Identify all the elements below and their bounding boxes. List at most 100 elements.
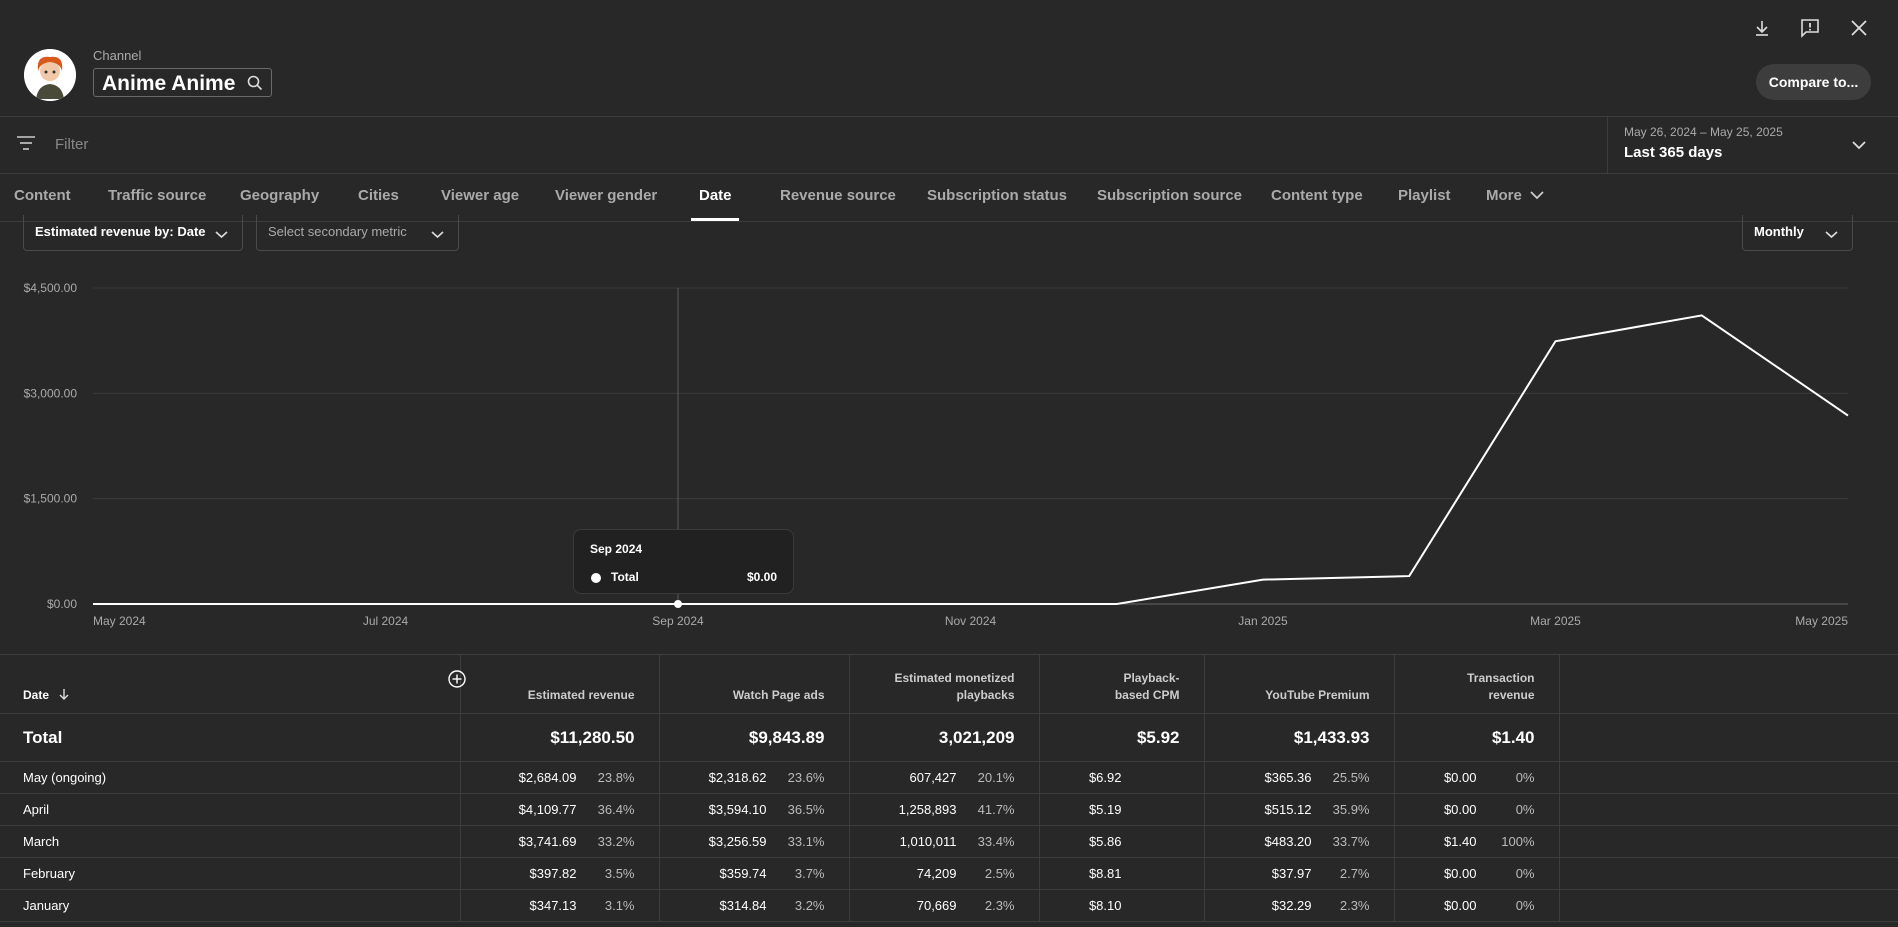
tab-more[interactable]: More — [1486, 187, 1544, 204]
tab-traffic-source[interactable]: Traffic source — [108, 187, 207, 204]
search-icon[interactable] — [247, 75, 263, 96]
table-cell: $347.13 3.1% — [460, 889, 660, 922]
table-cell: $37.97 2.7% — [1204, 857, 1395, 890]
compare-button[interactable]: Compare to... — [1756, 64, 1871, 100]
table-row[interactable]: January $347.13 3.1% $314.84 3.2% 70,669 2.3% $… — [0, 889, 1898, 922]
close-icon[interactable] — [1845, 14, 1873, 42]
cell-percent: 2.7% — [1339, 866, 1370, 881]
divider — [0, 116, 1898, 117]
cell-percent: 3.5% — [604, 866, 635, 881]
cell-percent: 23.6% — [787, 770, 825, 785]
table-cell: $6.92 — [1039, 761, 1205, 794]
date-period-text: Last 365 days — [1624, 144, 1723, 161]
tab-geography[interactable]: Geography — [240, 187, 320, 204]
tab-cities[interactable]: Cities — [358, 187, 399, 204]
table-cell: $2,684.09 23.8% — [460, 761, 660, 794]
cell-percent: 3.7% — [794, 866, 825, 881]
secondary-metric-label: Select secondary metric — [268, 224, 407, 239]
cell-percent: 3.2% — [794, 898, 825, 913]
table-row-filler — [1559, 857, 1898, 890]
data-table: Date Estimated revenue Watch Page ads Es… — [0, 654, 1898, 922]
chevron-down-icon — [215, 226, 228, 244]
cell-percent: 0% — [1515, 898, 1535, 913]
cell-percent: 33.7% — [1332, 834, 1370, 849]
tab-viewer-gender[interactable]: Viewer gender — [555, 187, 658, 204]
cell-value: $3,256.59 — [708, 834, 767, 849]
tab-content[interactable]: Content — [14, 187, 71, 204]
row-date: February — [0, 857, 461, 890]
table-row[interactable]: March $3,741.69 33.2% $3,256.59 33.1% 1,010,0… — [0, 825, 1898, 858]
channel-selector[interactable]: Anime Anime — [93, 68, 272, 97]
table-cell: $5.19 — [1039, 793, 1205, 826]
table-cell: 1,258,893 41.7% — [849, 793, 1040, 826]
total-cell: $1,433.93 — [1204, 713, 1395, 762]
table-row-filler — [1559, 761, 1898, 794]
tab-subscription-status[interactable]: Subscription status — [927, 187, 1068, 204]
tab-viewer-age[interactable]: Viewer age — [441, 187, 520, 204]
cell-percent: 36.4% — [597, 802, 635, 817]
cell-value: $1.40 — [1443, 834, 1477, 849]
channel-label: Channel — [93, 48, 142, 63]
date-range-text: May 26, 2024 – May 25, 2025 — [1624, 125, 1783, 139]
tab-subscription-source[interactable]: Subscription source — [1097, 187, 1243, 204]
secondary-metric-select[interactable]: Select secondary metric — [256, 215, 459, 251]
tooltip-title: Sep 2024 — [590, 542, 643, 556]
cell-percent: 23.8% — [597, 770, 635, 785]
revenue-line-chart[interactable]: $4,500.00 $3,000.00 $1,500.00 $0.00 May 2024… — [0, 275, 1898, 635]
date-range-picker[interactable] — [1607, 117, 1898, 173]
primary-metric-select[interactable]: Estimated revenue by: Date — [23, 215, 243, 251]
table-row-filler — [1559, 793, 1898, 826]
add-column-icon[interactable] — [448, 670, 466, 688]
cell-percent: 0% — [1515, 866, 1535, 881]
table-row[interactable]: February $397.82 3.5% $359.74 3.7% 74,209 2.5%… — [0, 857, 1898, 890]
table-row[interactable]: April $4,109.77 36.4% $3,594.10 36.5% 1,258,8… — [0, 793, 1898, 826]
cell-value: $0.00 — [1443, 770, 1477, 785]
cell-percent: 100% — [1501, 834, 1535, 849]
column-header-monetized-playbacks[interactable]: Estimated monetized playbacks — [849, 654, 1040, 714]
table-cell: $397.82 3.5% — [460, 857, 660, 890]
total-cell: 3,021,209 — [849, 713, 1040, 762]
x-tick-label: Jan 2025 — [1238, 614, 1288, 628]
cell-percent: 33.2% — [597, 834, 635, 849]
filter-icon[interactable] — [16, 135, 36, 156]
column-header-watch-page-ads[interactable]: Watch Page ads — [659, 654, 850, 714]
column-header-estimated-revenue[interactable]: Estimated revenue — [460, 654, 660, 714]
interval-label: Monthly — [1754, 224, 1804, 239]
row-date: January — [0, 889, 461, 922]
cell-value: 1,258,893 — [898, 802, 957, 817]
cell-value: $483.20 — [1264, 834, 1312, 849]
feedback-icon[interactable] — [1796, 14, 1824, 42]
cell-percent: 36.5% — [787, 802, 825, 817]
cell-percent: 2.5% — [984, 866, 1015, 881]
table-row[interactable]: May (ongoing) $2,684.09 23.8% $2,318.62 23.6… — [0, 761, 1898, 794]
cell-value: 70,669 — [916, 898, 957, 913]
chevron-down-icon — [1825, 226, 1838, 244]
cell-value: $0.00 — [1443, 802, 1477, 817]
x-tick-label: Jul 2024 — [363, 614, 409, 628]
active-tab-indicator — [691, 218, 739, 221]
cell-value: $0.00 — [1443, 898, 1477, 913]
filter-input[interactable]: Filter — [55, 136, 89, 153]
tab-date[interactable]: Date — [699, 187, 732, 204]
chevron-down-icon[interactable] — [1852, 137, 1866, 155]
table-cell: $3,741.69 33.2% — [460, 825, 660, 858]
table-cell: $4,109.77 36.4% — [460, 793, 660, 826]
column-header-date[interactable]: Date — [0, 654, 461, 714]
tab-revenue-source[interactable]: Revenue source — [780, 187, 896, 204]
cell-percent: 3.1% — [604, 898, 635, 913]
interval-select[interactable]: Monthly — [1742, 215, 1853, 251]
row-date: April — [0, 793, 461, 826]
table-cell: $515.12 35.9% — [1204, 793, 1395, 826]
table-cell: $32.29 2.3% — [1204, 889, 1395, 922]
column-header-playback-cpm[interactable]: Playback-based CPM — [1039, 654, 1205, 714]
column-header-transaction-revenue[interactable]: Transaction revenue — [1394, 654, 1560, 714]
tab-playlist[interactable]: Playlist — [1398, 187, 1451, 204]
download-icon[interactable] — [1748, 14, 1776, 42]
cell-value: $314.84 — [719, 898, 767, 913]
tab-content-type[interactable]: Content type — [1271, 187, 1363, 204]
table-cell: $0.00 0% — [1394, 793, 1560, 826]
column-header-youtube-premium[interactable]: YouTube Premium — [1204, 654, 1395, 714]
table-cell: $3,594.10 36.5% — [659, 793, 850, 826]
total-label: Total — [0, 713, 461, 762]
table-cell: 1,010,011 33.4% — [849, 825, 1040, 858]
